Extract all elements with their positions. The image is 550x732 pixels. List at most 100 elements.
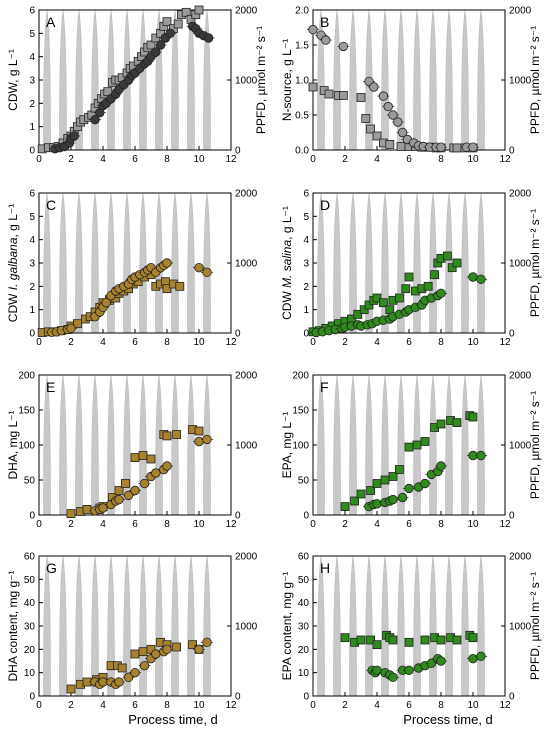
data-point-square: [436, 635, 446, 645]
y-tick-label: 6: [303, 189, 309, 200]
data-point-circle: [378, 91, 389, 101]
x-tick-label: 10: [467, 337, 479, 348]
y-tick-label: 4: [29, 235, 35, 246]
x-tick-label: 4: [100, 337, 106, 348]
light-cycle-peak: [107, 556, 115, 696]
data-point-circle: [420, 478, 430, 489]
x-tick-label: 0: [310, 700, 316, 711]
y-axis-label: DHA content, mg g⁻¹: [6, 570, 20, 681]
y-tick-label: 20: [298, 645, 310, 656]
data-point-square: [404, 272, 414, 282]
light-cycle-peak: [413, 193, 421, 333]
data-point-square: [353, 309, 363, 319]
light-cycle-peak: [187, 556, 195, 696]
light-cycle-series: [317, 556, 485, 696]
y-tick-label: 1: [29, 122, 35, 133]
y-right-tick-label: 0: [235, 692, 241, 703]
data-point-square: [366, 486, 376, 495]
data-point-circle: [114, 677, 124, 687]
data-point-circle: [321, 35, 331, 45]
y-tick-label: 6: [29, 189, 35, 200]
data-point-circle: [397, 127, 408, 138]
panel-letter: G: [46, 560, 57, 576]
light-cycle-peak: [123, 193, 131, 333]
data-point-square: [468, 633, 478, 643]
data-point-circle: [436, 142, 446, 152]
light-cycle-peak: [139, 375, 147, 515]
data-point-square: [324, 89, 334, 99]
y-tick-label: 30: [298, 622, 310, 633]
data-point-square: [447, 263, 457, 273]
data-point-square: [366, 635, 376, 645]
series-circle-brown: [89, 637, 213, 690]
light-cycle-peak: [187, 193, 195, 333]
light-cycle-peak: [43, 556, 51, 696]
data-point-circle: [69, 131, 79, 141]
x-tick-label: 2: [68, 154, 74, 165]
y-tick-label: 0.0: [295, 146, 309, 157]
x-tick-label: 6: [132, 519, 138, 530]
y-right-axis-label: PPFD, µmol m⁻² s⁻¹: [528, 572, 542, 680]
x-tick-label: 2: [342, 519, 348, 530]
light-cycle-peak: [445, 375, 453, 515]
data-point-square: [404, 637, 414, 647]
x-tick-label: 12: [225, 154, 237, 165]
x-tick-label: 4: [100, 154, 106, 165]
y-tick-label: 4: [303, 235, 309, 246]
y-right-tick-label: 0: [235, 511, 241, 522]
data-point-circle: [139, 660, 150, 671]
data-point-circle: [162, 258, 172, 268]
data-point-circle: [476, 651, 486, 662]
x-tick-label: 4: [374, 154, 380, 165]
data-point-circle: [203, 33, 214, 43]
data-point-square: [372, 131, 382, 141]
data-point-square: [442, 251, 452, 261]
data-point-square: [73, 319, 82, 329]
data-point-square: [412, 440, 422, 450]
data-point-circle: [338, 41, 349, 52]
x-tick-label: 6: [406, 337, 412, 348]
light-cycle-peak: [139, 10, 147, 150]
series-circle-dark: [49, 21, 215, 154]
y-tick-label: 10: [298, 668, 310, 679]
y-right-tick-label: 2000: [235, 189, 258, 200]
data-point-circle: [468, 142, 478, 152]
data-point-circle: [372, 665, 382, 676]
light-cycle-series: [317, 375, 485, 515]
series-square-brown: [66, 425, 204, 519]
x-tick-label: 0: [310, 154, 316, 165]
data-point-circle: [139, 478, 150, 489]
data-point-circle: [468, 272, 478, 282]
series-square-green: [308, 251, 462, 337]
data-point-circle: [388, 110, 398, 120]
data-point-circle: [194, 644, 204, 655]
light-cycle-peak: [349, 375, 357, 515]
data-point-circle: [130, 485, 140, 496]
y-right-tick-label: 1000: [235, 259, 258, 270]
series-circle-brown: [89, 434, 213, 516]
data-point-square: [340, 633, 350, 643]
light-cycle-peak: [349, 556, 357, 696]
data-point-square: [188, 640, 198, 650]
light-cycle-peak: [461, 556, 469, 696]
y-tick-label: 100: [18, 441, 35, 452]
plot-frame: [312, 9, 506, 151]
y-tick-label: 150: [18, 406, 35, 417]
data-point-square: [394, 465, 404, 474]
data-point-square: [420, 635, 430, 645]
light-cycle-peak: [59, 375, 67, 515]
light-cycle-peak: [461, 375, 469, 515]
data-point-square: [338, 91, 348, 100]
y-tick-label: 3: [303, 259, 309, 270]
y-right-tick-label: 0: [509, 511, 515, 522]
panel-letter: F: [320, 379, 329, 395]
y-tick-label: 200: [18, 371, 35, 382]
y-right-tick-label: 1000: [509, 76, 532, 87]
x-tick-label: 6: [132, 154, 138, 165]
data-point-circle: [151, 468, 161, 478]
y-tick-label: 2: [29, 282, 35, 293]
y-tick-label: 1.5: [295, 41, 309, 52]
y-tick-label: 6: [29, 6, 35, 17]
data-point-circle: [369, 82, 379, 92]
y-tick-label: 40: [298, 598, 310, 609]
